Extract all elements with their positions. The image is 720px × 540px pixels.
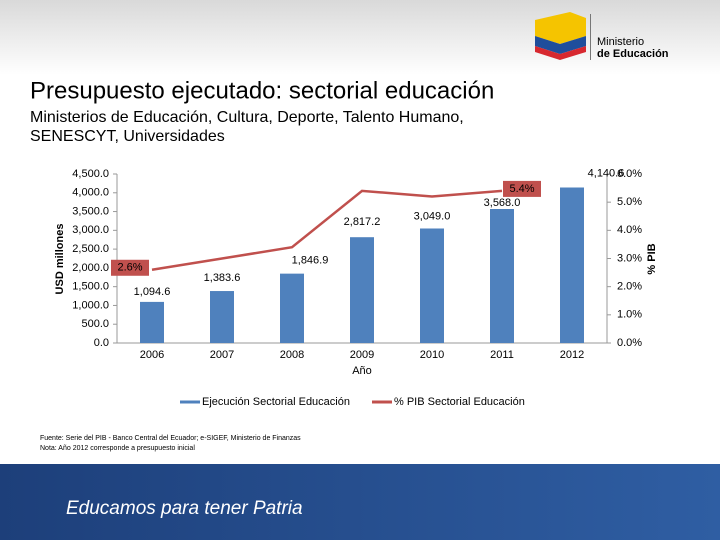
bar [350,237,374,343]
y-axis-label: USD millones [54,224,66,295]
bar [140,301,164,343]
data-label: 1,094.6 [134,286,171,298]
note: Fuente: Serie del PIB - Banco Central de… [40,435,301,442]
y-tick-label: 1,000.0 [72,299,109,311]
x-tick-label: 2009 [350,349,374,361]
bar [490,209,514,343]
logo-text: de Educación [597,48,669,60]
slide-title: Presupuesto ejecutado: sectorial educaci… [30,77,494,104]
x-axis-label: Año [352,365,372,377]
data-label-box [111,259,149,276]
y-tick-label: 3,500.0 [72,205,109,217]
data-label: 3,568.0 [484,197,521,209]
data-label: 3,049.0 [414,210,451,222]
data-label: 1,383.6 [204,272,241,284]
y-tick-label: 2,500.0 [72,243,109,255]
data-label: 2.6% [117,262,142,274]
data-label: 5.4% [509,183,534,195]
y-tick-label: 4,500.0 [72,168,109,180]
y-tick-label: 1,500.0 [72,281,109,293]
y2-tick-label: 4.0% [617,224,642,236]
data-label-box [503,180,541,197]
y-tick-label: 500.0 [81,318,109,330]
bar [420,228,444,343]
legend-label: Ejecución Sectorial Educación [202,396,350,408]
y2-tick-label: 5.0% [617,196,642,208]
y-tick-label: 3,000.0 [72,224,109,236]
footer-text: Educamos para tener Patria [66,498,303,519]
x-tick-label: 2011 [490,349,514,361]
y-tick-label: 4,000.0 [72,187,109,199]
x-tick-label: 2008 [280,349,304,361]
footer-band [0,464,720,540]
y2-tick-label: 3.0% [617,252,642,264]
subtitle: Ministerios de Educación, Cultura, Depor… [30,109,464,126]
logo-text: Ministerio [597,36,644,48]
data-label: 1,846.9 [292,255,329,267]
y2-tick-label: 1.0% [617,309,642,321]
data-label: 2,817.2 [344,216,381,228]
x-tick-label: 2010 [420,349,444,361]
y2-tick-label: 6.0% [617,168,642,180]
y2-tick-label: 2.0% [617,281,642,293]
y2-axis-label: % PIB [646,243,658,274]
subtitle: SENESCYT, Universidades [30,128,225,145]
bar [560,187,584,343]
y2-tick-label: 0.0% [617,337,642,349]
line [151,189,503,272]
header-band [0,0,720,75]
y-tick-label: 2,000.0 [72,262,109,274]
logo: Ministerio de Educación [535,12,669,60]
data-label: 4,140.6 [588,167,625,179]
bar [210,291,234,343]
x-tick-label: 2007 [210,349,234,361]
y-tick-label: 0.0 [94,337,109,349]
x-tick-label: 2006 [140,349,164,361]
bar [280,273,304,343]
note: Nota: Año 2012 corresponde a presupuesto… [40,445,195,452]
x-tick-label: 2012 [560,349,584,361]
legend-label: % PIB Sectorial Educación [394,396,525,408]
